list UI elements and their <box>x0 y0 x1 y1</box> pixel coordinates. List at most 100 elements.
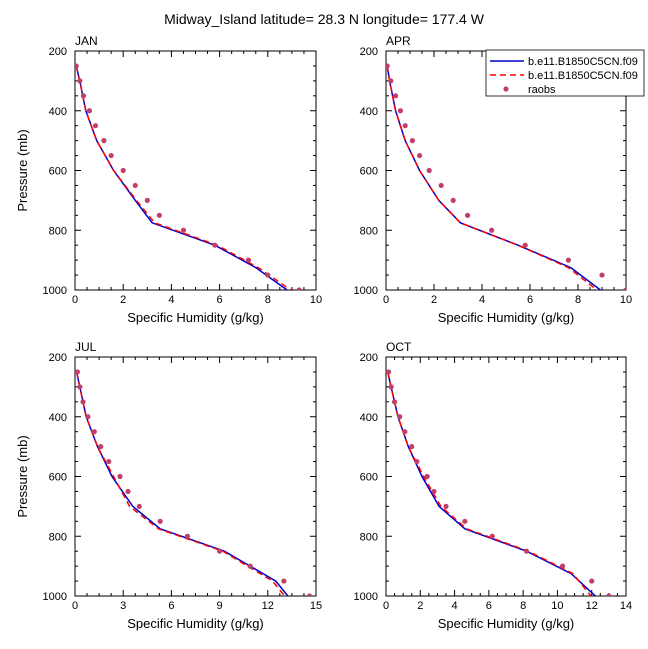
panel-jan: JAN 0 2 4 6 8 10 200 400 600 800 1000 Specific Humid… <box>15 34 322 325</box>
raobs-point <box>77 78 83 84</box>
x-tick-label: 4 <box>452 600 458 612</box>
x-tick-label: 0 <box>72 600 78 612</box>
raobs-point <box>120 167 126 174</box>
legend-marker <box>503 86 509 92</box>
x-tick-label: 9 <box>217 600 223 612</box>
plot-data <box>386 369 612 596</box>
raobs-point <box>523 548 530 554</box>
y-tick-label: 1000 <box>43 285 67 297</box>
raobs-point <box>424 473 430 480</box>
panel-apr: APR 0 2 4 6 8 10 200 400 600 800 1000 Specific Humid… <box>354 34 633 325</box>
raobs-point <box>397 414 403 420</box>
raobs-point <box>296 287 302 290</box>
raobs-point <box>402 123 408 129</box>
plot-data <box>75 63 302 290</box>
x-tick-label: 12 <box>262 600 274 612</box>
plot-frame <box>74 50 317 291</box>
raobs-point <box>522 242 528 248</box>
raobs-point <box>144 197 150 203</box>
panel-title: OCT <box>386 340 412 354</box>
plot-frame <box>74 356 317 597</box>
x-tick-label: 8 <box>575 294 581 306</box>
raobs-point <box>75 369 81 375</box>
raobs-point <box>386 63 390 69</box>
x-tick-label: 2 <box>417 600 423 612</box>
x-tick-label: 6 <box>168 600 174 612</box>
x-tick-label: 8 <box>520 600 526 612</box>
y-tick-label: 600 <box>49 472 67 484</box>
panel-jul: JUL 0 3 6 9 12 15 200 400 600 800 1000 Specific Humi… <box>15 340 322 631</box>
y-tick-label: 1000 <box>354 591 378 603</box>
x-tick-label: 6 <box>486 600 492 612</box>
legend-label: b.e11.B1850C5CN.f09 <box>528 70 638 82</box>
x-tick-label: 14 <box>620 600 632 612</box>
raobs-point <box>108 152 114 159</box>
y-axis-label: Pressure (mb) <box>15 435 30 517</box>
y-axis-label: Pressure (mb) <box>15 129 30 211</box>
panel-title: JUL <box>75 340 97 354</box>
y-tick-label: 800 <box>360 531 378 543</box>
raobs-point <box>489 533 495 539</box>
raobs-point <box>212 242 218 248</box>
x-axis-label: Specific Humidity (g/kg) <box>438 310 575 325</box>
y-tick-label: 200 <box>360 46 378 58</box>
raobs-point <box>180 227 187 233</box>
raobs-point <box>136 503 142 509</box>
model-line-solid <box>386 65 602 290</box>
raobs-point <box>98 444 104 450</box>
x-tick-label: 8 <box>265 294 271 306</box>
x-tick-label: 2 <box>120 294 126 306</box>
y-tick-label: 800 <box>49 531 67 543</box>
raobs-point <box>306 593 313 596</box>
legend-label: raobs <box>528 84 556 96</box>
raobs-point <box>409 444 415 450</box>
raobs-point <box>565 257 572 263</box>
x-axis-label: Specific Humidity (g/kg) <box>127 310 264 325</box>
raobs-point <box>393 93 399 99</box>
model-line-dashed <box>386 65 599 290</box>
raobs-point <box>402 429 408 435</box>
plot-data <box>386 63 626 290</box>
raobs-point <box>117 473 123 480</box>
raobs-point <box>80 399 86 405</box>
panel-title: JAN <box>75 34 98 48</box>
x-tick-label: 0 <box>383 294 389 306</box>
raobs-point <box>86 108 93 114</box>
raobs-point <box>245 257 252 263</box>
raobs-point <box>77 384 83 390</box>
y-tick-label: 800 <box>360 225 378 237</box>
raobs-point <box>450 197 456 203</box>
x-tick-label: 4 <box>479 294 485 306</box>
raobs-point <box>386 369 392 375</box>
raobs-point <box>443 503 449 509</box>
raobs-point <box>265 272 271 278</box>
raobs-point <box>559 563 566 569</box>
x-tick-label: 6 <box>527 294 533 306</box>
x-tick-label: 15 <box>310 600 322 612</box>
raobs-point <box>106 458 112 465</box>
panel-oct: OCT 0 2 4 6 8 10 12 14 200 400 600 800 1000 Specific H… <box>354 340 633 631</box>
raobs-point <box>465 212 471 218</box>
raobs-point <box>409 138 415 144</box>
model-line-solid <box>75 65 288 290</box>
y-tick-label: 1000 <box>354 285 378 297</box>
y-tick-label: 800 <box>49 225 67 237</box>
y-tick-label: 400 <box>49 106 67 118</box>
y-tick-label: 400 <box>360 106 378 118</box>
y-tick-label: 600 <box>49 166 67 178</box>
x-tick-label: 12 <box>586 600 598 612</box>
raobs-point <box>92 123 99 129</box>
x-tick-label: 10 <box>620 294 632 306</box>
raobs-point <box>281 578 287 584</box>
model-line-solid <box>386 371 597 596</box>
panel-title: APR <box>386 34 411 48</box>
legend-label: b.e11.B1850C5CN.f09 <box>528 56 638 68</box>
y-tick-label: 200 <box>49 46 67 58</box>
raobs-point <box>397 108 403 114</box>
raobs-point <box>157 518 163 524</box>
x-tick-label: 0 <box>72 294 78 306</box>
raobs-point <box>184 533 191 539</box>
raobs-point <box>125 488 131 495</box>
x-tick-label: 0 <box>383 600 389 612</box>
